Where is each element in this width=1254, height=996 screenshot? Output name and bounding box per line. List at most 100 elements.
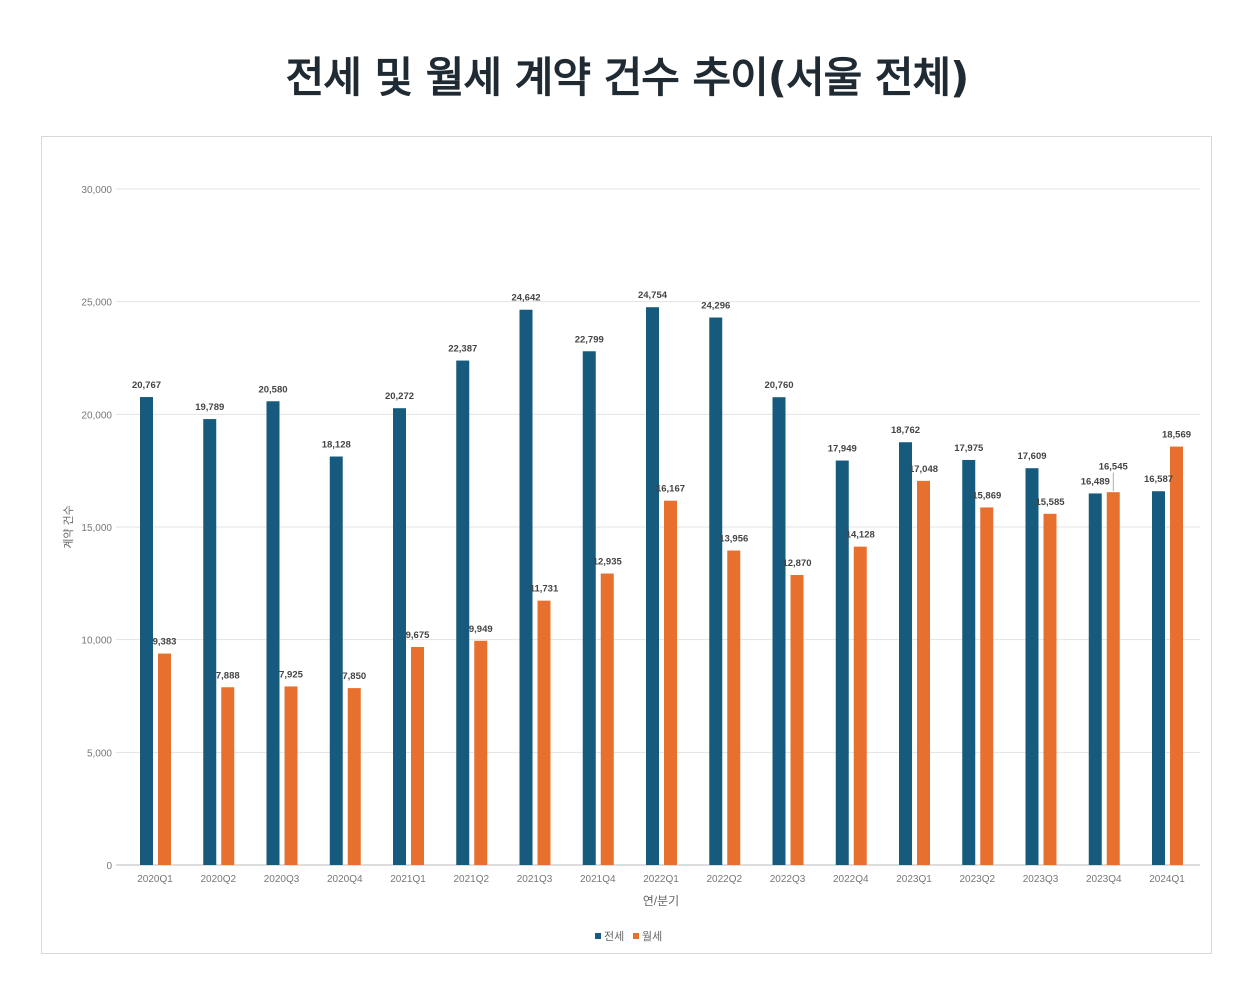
bar-jeonse: [772, 397, 786, 865]
chart-frame: [41, 136, 1212, 954]
bar-wolse: [790, 574, 804, 865]
data-label: 7,888: [216, 670, 240, 681]
data-label: 15,869: [972, 490, 1001, 501]
data-label: 9,383: [153, 637, 177, 648]
data-label: 7,850: [342, 671, 366, 682]
bar-jeonse: [646, 307, 659, 866]
x-axis-label: 연/분기: [643, 894, 679, 908]
bar-wolse: [284, 686, 298, 865]
x-tick-label: 2022Q3: [770, 874, 806, 885]
bar-jeonse: [519, 309, 533, 865]
y-axis-label: 계약 건수: [61, 505, 75, 549]
bar-wolse: [474, 640, 488, 865]
data-label: 20,580: [258, 384, 287, 395]
data-label: 17,048: [909, 464, 938, 475]
x-tick-label: 2023Q4: [1086, 874, 1122, 885]
x-tick-label: 2020Q3: [264, 874, 300, 885]
bar-wolse: [600, 573, 614, 865]
bar-wolse: [347, 688, 361, 865]
bar-jeonse: [899, 442, 912, 865]
bar-jeonse: [709, 317, 723, 865]
bar-wolse: [158, 653, 171, 865]
data-label: 15,585: [1035, 497, 1065, 508]
data-label: 24,754: [638, 290, 668, 301]
y-tick-label: 20,000: [81, 410, 112, 421]
x-tick-label: 2024Q1: [1149, 874, 1185, 885]
bar-jeonse: [1152, 491, 1165, 865]
bar-wolse: [853, 546, 867, 865]
y-tick-label: 15,000: [81, 523, 112, 534]
data-label: 14,128: [846, 530, 875, 541]
bar-wolse: [980, 507, 994, 865]
x-tick-label: 2021Q2: [453, 874, 489, 885]
data-label: 20,272: [385, 391, 414, 402]
bar-wolse: [1106, 492, 1120, 865]
data-label: 19,789: [195, 402, 224, 413]
data-label: 7,925: [279, 669, 303, 680]
y-tick-label: 5,000: [87, 748, 112, 759]
legend-label: 전세: [604, 930, 624, 943]
data-label: 17,609: [1017, 451, 1046, 462]
data-label: 16,167: [656, 484, 685, 495]
data-label: 24,642: [511, 293, 540, 304]
bar-jeonse: [1025, 468, 1039, 865]
data-label: 9,675: [406, 630, 430, 641]
data-label: 16,545: [1099, 461, 1129, 472]
data-label: 24,296: [701, 301, 730, 312]
y-tick-label: 25,000: [81, 298, 112, 309]
data-label: 18,569: [1162, 430, 1191, 441]
data-label: 22,387: [448, 344, 477, 355]
data-label: 18,128: [322, 440, 351, 451]
bar-wolse: [1170, 446, 1183, 865]
x-tick-label: 2023Q2: [959, 874, 995, 885]
x-tick-label: 2021Q4: [580, 874, 616, 885]
data-label: 20,767: [132, 380, 161, 391]
x-tick-label: 2023Q3: [1023, 874, 1059, 885]
x-tick-label: 2020Q4: [327, 874, 363, 885]
y-tick-label: 10,000: [81, 636, 112, 647]
data-label: 16,587: [1144, 474, 1173, 485]
legend-swatch: [595, 933, 601, 939]
bar-jeonse: [456, 360, 470, 865]
x-tick-label: 2022Q1: [643, 874, 679, 885]
bar-jeonse: [329, 456, 343, 865]
x-tick-label: 2021Q3: [517, 874, 553, 885]
bar-wolse: [221, 687, 235, 865]
bar-jeonse: [266, 401, 280, 865]
chart-title: 전세 및 월세 계약 건수 추이(서울 전체): [285, 53, 970, 102]
data-label: 16,489: [1081, 476, 1110, 487]
x-tick-label: 2022Q4: [833, 874, 869, 885]
legend-swatch: [633, 933, 639, 939]
bar-wolse: [917, 480, 930, 865]
data-label: 17,975: [954, 443, 984, 454]
x-tick-label: 2021Q1: [390, 874, 426, 885]
bar-wolse: [727, 550, 741, 865]
bar-jeonse: [203, 419, 217, 865]
bar-jeonse: [1088, 493, 1102, 865]
y-tick-label: 0: [106, 861, 112, 872]
data-label: 18,762: [891, 425, 920, 436]
x-tick-label: 2020Q2: [200, 874, 236, 885]
bar-jeonse: [140, 397, 153, 865]
data-label: 9,949: [469, 624, 493, 635]
data-label: 12,935: [593, 557, 623, 568]
data-label: 11,731: [530, 584, 559, 595]
x-tick-label: 2022Q2: [706, 874, 742, 885]
data-label: 12,870: [782, 558, 811, 569]
bar-jeonse: [962, 459, 976, 865]
data-label: 20,760: [764, 380, 793, 391]
data-label: 17,949: [828, 444, 857, 455]
data-label: 13,956: [719, 534, 748, 545]
legend-label: 월세: [642, 930, 662, 943]
bar-wolse: [664, 500, 677, 865]
data-label: 22,799: [575, 334, 604, 345]
x-tick-label: 2023Q1: [896, 874, 932, 885]
bar-jeonse: [582, 351, 596, 865]
bar-wolse: [1043, 513, 1057, 865]
bar-jeonse: [393, 408, 406, 865]
x-tick-label: 2020Q1: [137, 874, 173, 885]
bar-jeonse: [835, 460, 849, 865]
bar-wolse: [411, 646, 424, 865]
y-tick-label: 30,000: [81, 185, 112, 196]
